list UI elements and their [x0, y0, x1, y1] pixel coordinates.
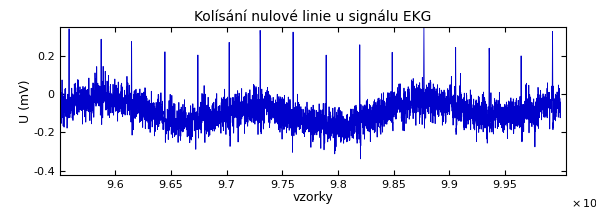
X-axis label: vzorky: vzorky	[293, 191, 333, 204]
Title: Kolísání nulové linie u signálu EKG: Kolísání nulové linie u signálu EKG	[194, 10, 432, 24]
Text: $\times\,10^4$: $\times\,10^4$	[571, 194, 596, 211]
Y-axis label: U (mV): U (mV)	[18, 79, 32, 123]
